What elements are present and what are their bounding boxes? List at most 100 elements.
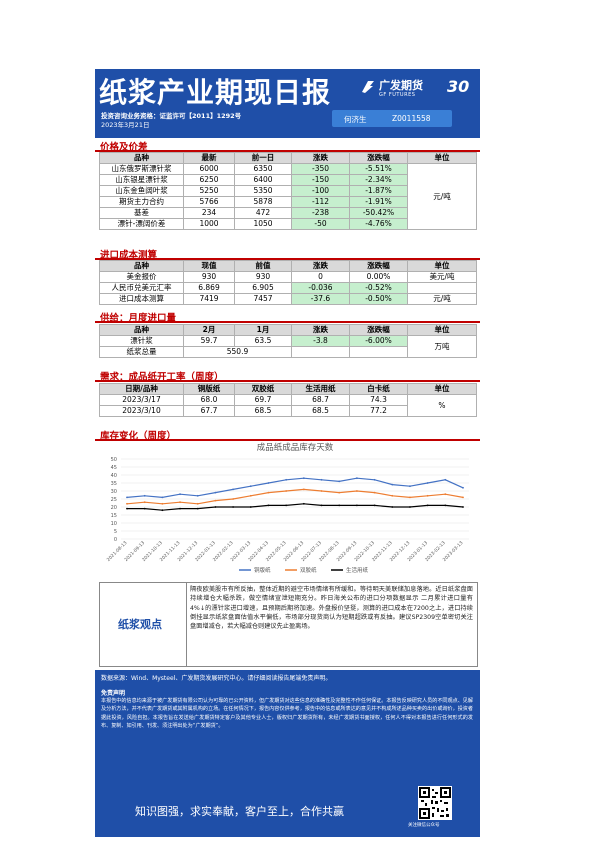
table-cell: -0.52% bbox=[349, 282, 408, 294]
disclaimer-text: 本报告中的信息均来源于被广发期货有限公司认为可靠的已公开资料，但广发期货对这些信… bbox=[101, 698, 473, 730]
column-header: 1月 bbox=[234, 324, 292, 336]
data-point bbox=[285, 478, 288, 481]
company-slogan: 知识图强，求实奉献，客户至上，合作共赢 bbox=[135, 805, 344, 818]
data-point bbox=[285, 504, 288, 507]
disclaimer-title: 免责声明 bbox=[101, 690, 126, 697]
legend-label: 生活用纸 bbox=[346, 566, 369, 574]
table-cell: 7419 bbox=[183, 293, 235, 305]
data-point bbox=[462, 486, 464, 489]
column-header: 最新 bbox=[183, 152, 235, 164]
y-tick-label: 25 bbox=[111, 497, 117, 503]
table-cell: 74.3 bbox=[349, 394, 408, 406]
data-point bbox=[196, 494, 199, 497]
data-point bbox=[444, 493, 447, 496]
table-cell: 6400 bbox=[234, 174, 292, 186]
table-cell: 6.869 bbox=[183, 282, 235, 294]
table-cell: 纸浆总量 bbox=[99, 346, 184, 358]
column-header: 白卡纸 bbox=[349, 383, 408, 395]
series-line bbox=[127, 503, 464, 511]
analyst-id: Z0011558 bbox=[392, 114, 431, 123]
pulp-view-box: 纸浆观点 隔夜欧美股市有所反抽，整体近期的避空市场情绪有所缓和。等待明天美联储加… bbox=[99, 582, 478, 667]
supply-table: 品种 2月 1月 涨跌 涨跌幅 单位 漂针浆 59.7 63.5 -3.8 -6… bbox=[99, 324, 477, 358]
anniversary-badge: 30 bbox=[447, 77, 470, 96]
section-title-import-cost: 进口成本测算 bbox=[100, 250, 158, 261]
legend-label: 双胶纸 bbox=[300, 566, 317, 574]
y-tick-label: 20 bbox=[111, 505, 117, 511]
data-point bbox=[285, 490, 288, 492]
qr-code-icon[interactable] bbox=[418, 786, 452, 820]
table-row: 2023/3/10 67.7 68.5 68.5 77.2 bbox=[99, 405, 477, 417]
data-point bbox=[267, 482, 270, 484]
y-tick-label: 30 bbox=[111, 489, 117, 495]
table-cell: -5.51% bbox=[349, 163, 408, 175]
table-cell: 234 bbox=[183, 207, 235, 219]
table-cell: -112 bbox=[291, 196, 350, 208]
table-cell: 5350 bbox=[234, 185, 292, 197]
table-cell: -3.8 bbox=[291, 335, 350, 347]
table-cell: 漂针浆 bbox=[99, 335, 184, 347]
data-point bbox=[338, 504, 341, 507]
y-tick-label: 5 bbox=[114, 529, 117, 535]
table-cell: -50 bbox=[291, 218, 350, 230]
inventory-chart-svg: 成品纸成品库存天数051015202530354045502021-08-132… bbox=[106, 442, 469, 574]
table-cell: 0 bbox=[291, 271, 350, 283]
data-point bbox=[426, 504, 429, 507]
data-point bbox=[373, 478, 376, 481]
view-text: 隔夜欧美股市有所反抽，整体近期的避空市场情绪有所缓和。等待明天美联储加息落地。近… bbox=[190, 586, 473, 631]
logo-english: GF FUTURES bbox=[379, 92, 416, 98]
column-header: 单位 bbox=[407, 152, 477, 164]
table-row: 漂针-漂阔价差 1000 1050 -50 -4.76% bbox=[99, 218, 477, 230]
y-tick-label: 50 bbox=[111, 457, 117, 463]
data-point bbox=[462, 506, 464, 508]
data-point bbox=[373, 504, 376, 507]
data-point bbox=[161, 509, 164, 512]
data-point bbox=[338, 491, 341, 494]
unit-cell: 元/吨 bbox=[407, 293, 477, 305]
data-point bbox=[143, 501, 146, 504]
data-point bbox=[143, 507, 146, 510]
table-cell: 6350 bbox=[234, 163, 292, 175]
table-cell: 6250 bbox=[183, 174, 235, 186]
table-cell: -2.34% bbox=[349, 174, 408, 186]
data-point bbox=[302, 477, 305, 480]
table-header-row: 日期/品种 铜版纸 双胶纸 生活用纸 白卡纸 单位 bbox=[99, 383, 477, 395]
table-cell: -50.42% bbox=[349, 207, 408, 219]
table-cell: -150 bbox=[291, 174, 350, 186]
table-cell: 6.905 bbox=[234, 282, 292, 294]
table-cell: 69.7 bbox=[234, 394, 292, 406]
table-row: 漂针浆 59.7 63.5 -3.8 -6.00% 万吨 bbox=[99, 335, 477, 358]
gf-logo-icon bbox=[362, 81, 374, 93]
y-tick-label: 45 bbox=[111, 465, 117, 471]
column-header: 单位 bbox=[407, 260, 477, 272]
data-point bbox=[355, 504, 358, 507]
qr-code-label: 关注微信公众号 bbox=[408, 823, 440, 828]
table-cell: 山东金鱼阔叶浆 bbox=[99, 185, 184, 197]
data-point bbox=[320, 490, 323, 492]
y-tick-label: 35 bbox=[111, 481, 117, 487]
y-tick-label: 40 bbox=[111, 473, 117, 479]
column-header: 品种 bbox=[99, 260, 184, 272]
y-tick-label: 0 bbox=[114, 537, 117, 543]
data-point bbox=[126, 507, 128, 510]
report-title: 纸浆产业期现日报 bbox=[99, 76, 332, 109]
data-point bbox=[355, 477, 358, 480]
data-point bbox=[249, 506, 252, 508]
section-divider bbox=[95, 380, 480, 382]
column-header: 铜版纸 bbox=[183, 383, 235, 395]
section-divider bbox=[95, 321, 480, 323]
data-point bbox=[232, 506, 235, 508]
table-row: 2023/3/17 68.0 69.7 68.7 74.3 % bbox=[99, 394, 477, 417]
logo-chinese: 广发期货 bbox=[379, 79, 423, 92]
unit-cell: 万吨 bbox=[407, 335, 477, 358]
data-point bbox=[161, 502, 164, 505]
y-tick-label: 15 bbox=[111, 513, 117, 519]
table-cell: 68.0 bbox=[183, 394, 235, 406]
data-point bbox=[267, 504, 270, 507]
data-point bbox=[444, 478, 447, 481]
section-title-inventory: 库存变化（周度） bbox=[100, 431, 177, 442]
data-point bbox=[409, 496, 411, 499]
column-header: 2月 bbox=[183, 324, 235, 336]
table-row: 进口成本测算 7419 7457 -37.6 -0.50% 元/吨 bbox=[99, 293, 477, 305]
column-header: 单位 bbox=[407, 383, 477, 395]
data-source: 数据来源：Wind、Mysteel、广发期货发展研究中心。请仔细阅读报告尾端免责… bbox=[101, 675, 332, 682]
